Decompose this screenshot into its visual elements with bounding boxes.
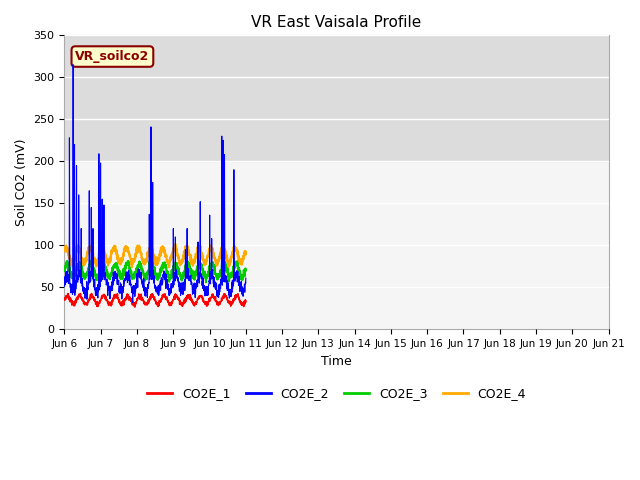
Title: VR East Vaisala Profile: VR East Vaisala Profile — [252, 15, 422, 30]
X-axis label: Time: Time — [321, 355, 352, 368]
Y-axis label: Soil CO2 (mV): Soil CO2 (mV) — [15, 139, 28, 226]
Bar — [65, 36, 609, 161]
Text: VR_soilco2: VR_soilco2 — [76, 50, 150, 63]
Legend: CO2E_1, CO2E_2, CO2E_3, CO2E_4: CO2E_1, CO2E_2, CO2E_3, CO2E_4 — [142, 383, 531, 406]
